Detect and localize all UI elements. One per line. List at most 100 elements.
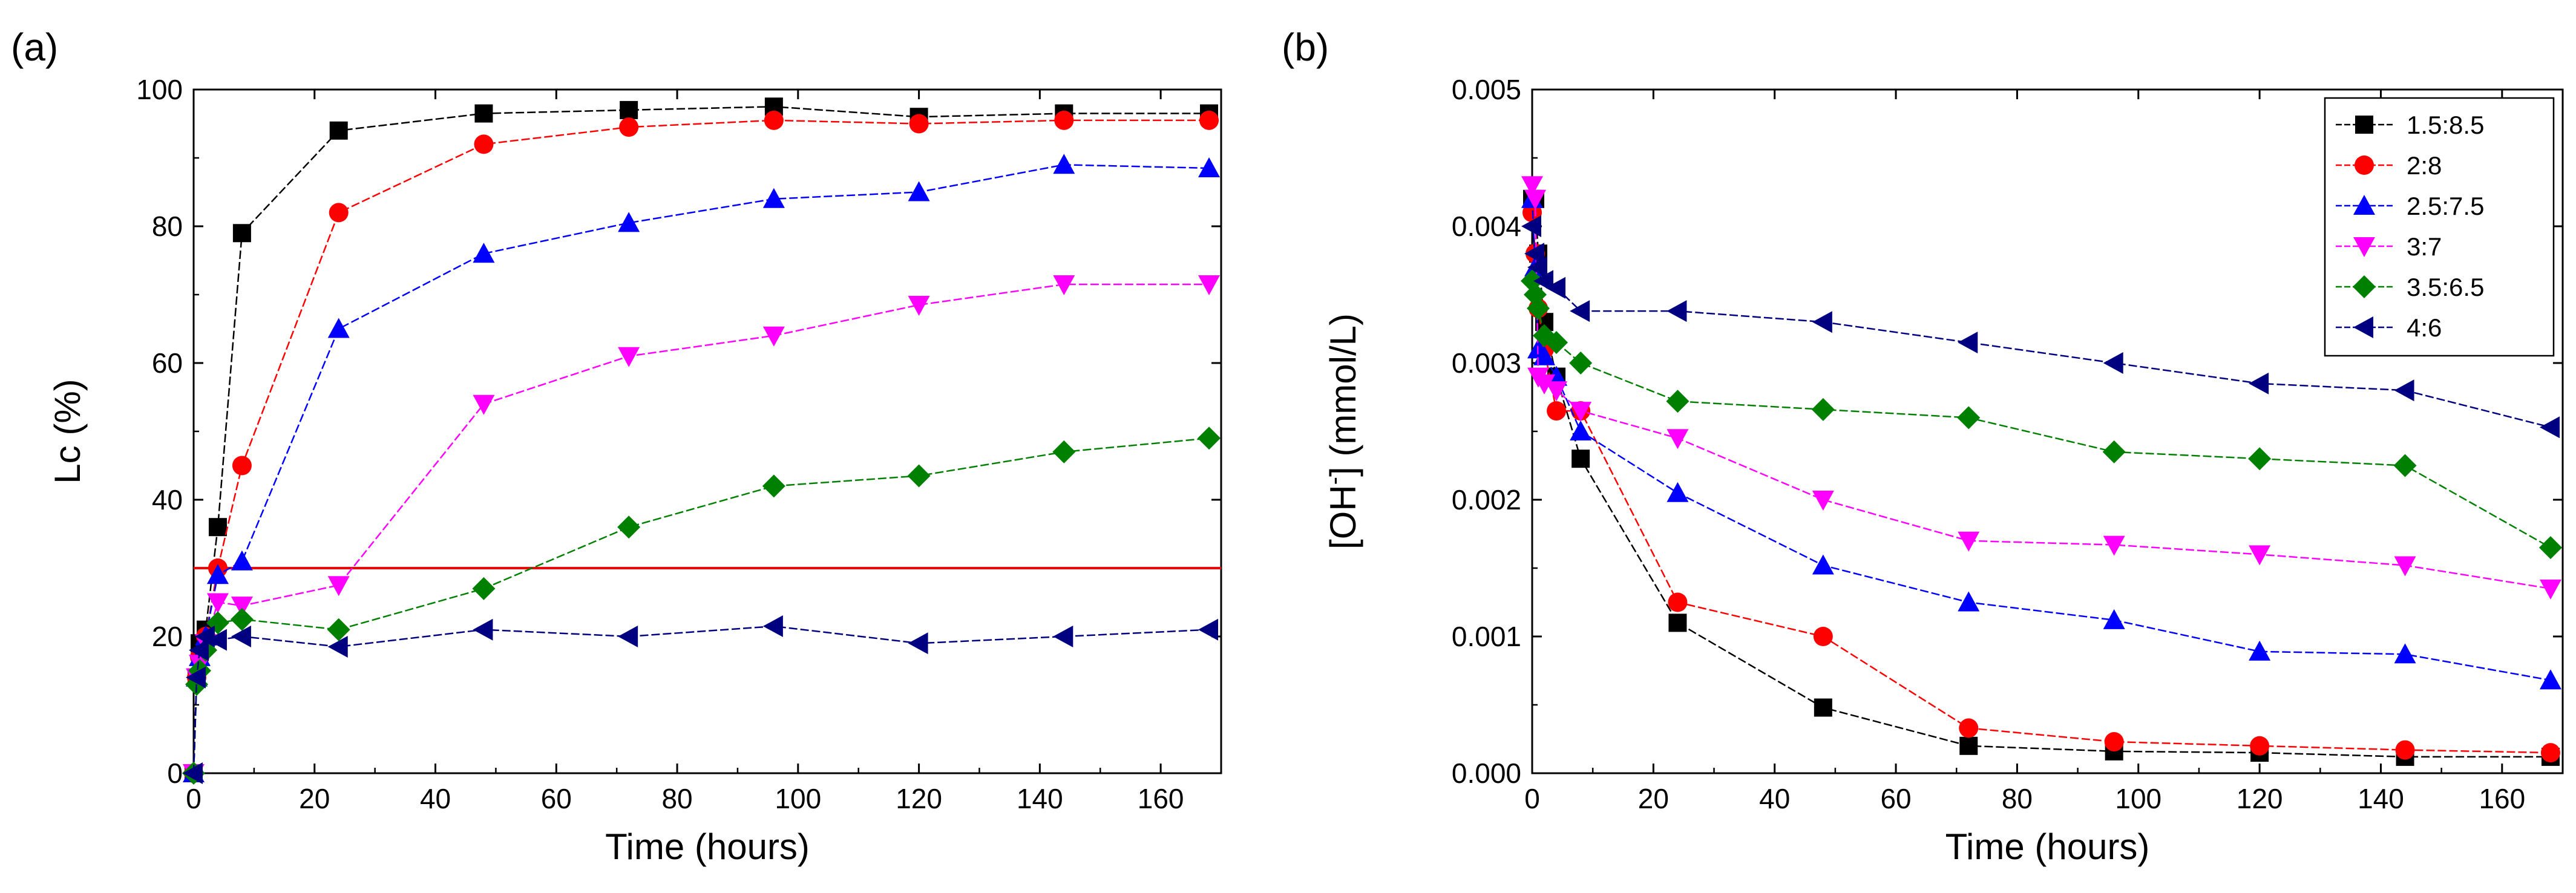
y-tick-label: 0 [167,757,183,789]
data-point [1521,176,1543,197]
x-tick-label: 140 [2358,783,2404,814]
data-point [1668,613,1687,632]
x-tick-label: 40 [420,783,451,814]
data-point [2249,372,2269,394]
data-point [2248,447,2272,471]
data-point [762,474,785,498]
x-axis-title: Time (hours) [605,826,810,867]
series-5 [1521,215,2560,439]
data-point [1570,402,1592,422]
data-point [1527,296,1550,320]
data-point [762,188,785,208]
data-point [2539,579,2561,600]
data-point [1527,256,1548,278]
data-point [232,224,251,243]
x-tick-label: 40 [1759,783,1790,814]
legend-marker [2355,116,2373,134]
y-axis-title: [OH-] (mmol/L) [1321,313,1363,549]
legend-label: 3.5:6.5 [2407,273,2484,301]
data-point [2104,732,2124,752]
data-point [232,456,252,476]
legend-box [2324,97,2555,357]
data-point [1667,482,1689,502]
data-point [1569,352,1593,375]
series-line [192,283,1210,774]
data-point [1053,154,1075,174]
data-point [1199,110,1219,130]
data-point [473,243,495,263]
data-point [1570,300,1590,322]
x-tick-label: 20 [299,783,330,814]
data-point [473,618,493,641]
x-tick-label: 120 [896,783,942,814]
data-point [474,104,493,123]
data-point [329,121,348,140]
data-point [329,203,349,223]
data-point [1198,157,1221,177]
series-line [192,437,1210,774]
y-tick-label: 20 [152,621,183,652]
data-point [2538,536,2562,560]
x-tick-label: 20 [1638,783,1669,814]
data-point [206,593,229,613]
data-point [1812,491,1834,511]
series-line [192,164,1210,774]
series-4 [182,427,1221,785]
data-point [1667,429,1689,450]
legend-marker [2353,316,2373,338]
x-tick-label: 100 [2115,783,2161,814]
data-point [620,100,638,119]
data-point [1959,736,1978,755]
x-tick-label: 60 [541,783,572,814]
y-tick-label: 60 [152,347,183,379]
data-point [1524,243,1545,265]
panel-label: (b) [1282,25,1329,69]
series-5 [183,615,1219,784]
y-tick-label: 0.000 [1452,757,1521,789]
legend-label: 1.5:8.5 [2407,111,2484,139]
data-point [1545,381,1568,402]
data-point [1545,276,1566,299]
data-point [1814,698,1832,717]
data-point [1571,450,1590,468]
x-tick-label: 160 [1138,783,1184,814]
data-point [1570,420,1592,440]
data-point [472,577,496,600]
data-point [2102,440,2126,463]
data-point [327,635,348,658]
series-2 [183,154,1221,782]
data-point [2394,643,2416,664]
legend-marker [2355,155,2374,175]
legend-marker [2353,195,2375,215]
data-point [1053,626,1073,647]
x-axis-title: Time (hours) [1945,826,2150,867]
legend: 1.5:8.5 2:8 2.5:7.5 3:7 3.5:6.5 4:6 [2324,97,2555,357]
panel-a: (a) 0 20 40 60 80 100 120 140 160 0 20 40 60 80 100 Time… [11,25,1222,867]
y-tick-label: 0.005 [1452,74,1521,105]
x-tick-label: 0 [186,783,202,814]
data-point [1957,406,1981,430]
legend-label: 4:6 [2407,313,2442,342]
data-point [2103,609,2125,629]
data-point [1667,300,1687,322]
data-point [231,597,253,617]
plot-frame [192,88,1222,774]
data-point [1958,332,1978,354]
data-point [1545,331,1568,355]
data-point [2539,669,2561,690]
data-point [1811,397,1835,421]
data-point [2249,545,2271,566]
data-point [208,518,227,537]
data-point [1052,440,1076,463]
data-point [764,110,784,130]
data-point [1813,627,1833,646]
data-point [618,347,640,367]
x-tick-label: 120 [2237,783,2283,814]
data-point [327,576,350,597]
y-tick-label: 0.004 [1452,211,1521,242]
data-point [1958,591,1980,612]
y-axis-title: Lc (%) [47,379,88,483]
y-tick-label: 100 [136,74,183,105]
x-tick-label: 140 [1017,783,1063,814]
